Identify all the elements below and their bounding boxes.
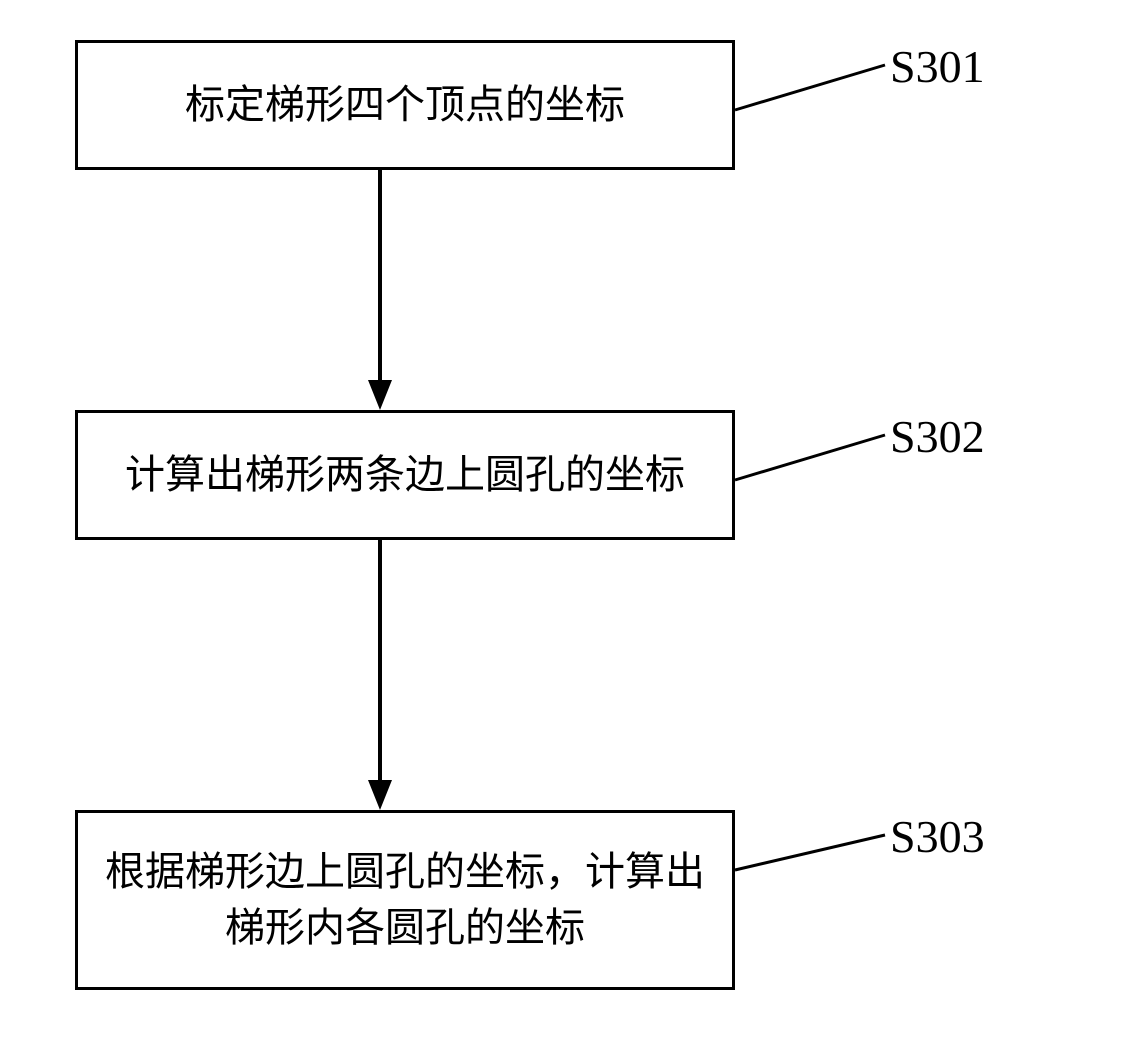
- box-1-text: 标定梯形四个顶点的坐标: [185, 77, 625, 133]
- flowchart-container: 标定梯形四个顶点的坐标 计算出梯形两条边上圆孔的坐标 根据梯形边上圆孔的坐标，计…: [0, 0, 1123, 1049]
- arrow-1: [360, 170, 400, 415]
- flowchart-box-1: 标定梯形四个顶点的坐标: [75, 40, 735, 170]
- step-label-2: S302: [890, 410, 985, 463]
- arrow-2: [360, 540, 400, 815]
- step-label-3: S303: [890, 810, 985, 863]
- step-label-1: S301: [890, 40, 985, 93]
- box-3-text: 根据梯形边上圆孔的坐标，计算出梯形内各圆孔的坐标: [98, 844, 712, 956]
- flowchart-box-3: 根据梯形边上圆孔的坐标，计算出梯形内各圆孔的坐标: [75, 810, 735, 990]
- flowchart-box-2: 计算出梯形两条边上圆孔的坐标: [75, 410, 735, 540]
- box-2-text: 计算出梯形两条边上圆孔的坐标: [125, 447, 685, 503]
